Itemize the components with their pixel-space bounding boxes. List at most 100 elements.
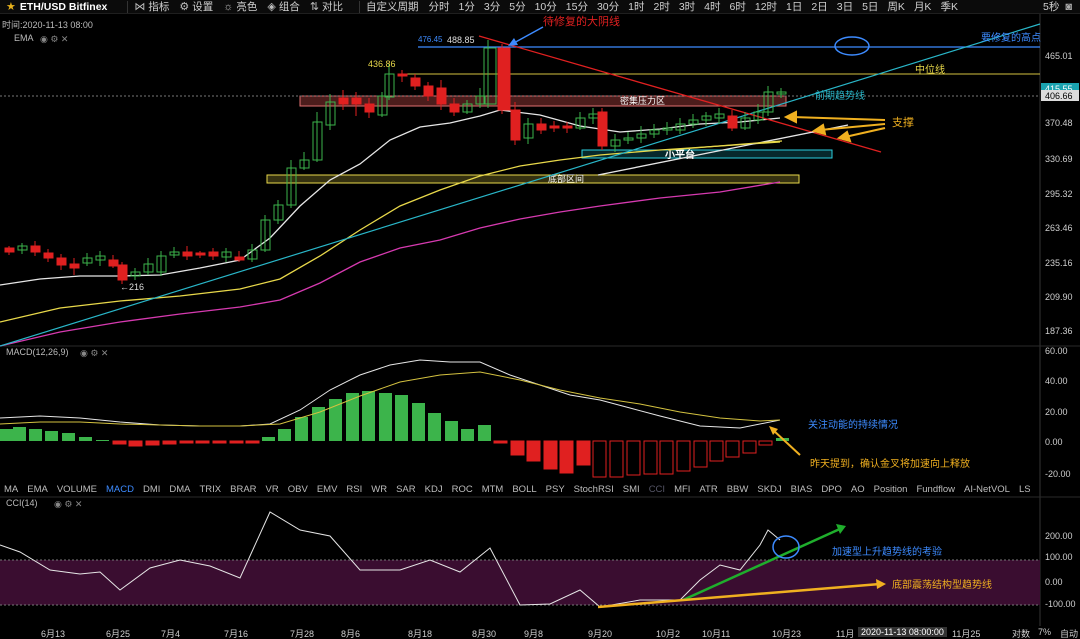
tab-ema[interactable]: EMA xyxy=(27,483,48,495)
candle xyxy=(462,103,473,113)
tab-atr[interactable]: ATR xyxy=(699,483,718,495)
candle xyxy=(662,127,673,131)
tab-sar[interactable]: SAR xyxy=(396,483,416,495)
period-3[interactable]: 5分 xyxy=(509,0,526,13)
candle xyxy=(623,137,634,141)
tab-mtm[interactable]: MTM xyxy=(481,483,504,495)
x-tick-6: 8月18 xyxy=(408,629,433,639)
tab-fundflow[interactable]: Fundflow xyxy=(916,483,956,495)
macd-bar xyxy=(45,431,58,441)
camera-icon[interactable]: ◙ xyxy=(1065,0,1072,13)
tab-bias[interactable]: BIAS xyxy=(790,483,813,495)
period-16[interactable]: 5日 xyxy=(862,0,879,13)
tab-roc[interactable]: ROC xyxy=(451,483,473,495)
period-8[interactable]: 2时 xyxy=(653,0,670,13)
tab-ao[interactable]: AO xyxy=(850,483,865,495)
tab-ma[interactable]: MA xyxy=(4,483,19,495)
tab-dpo[interactable]: DPO xyxy=(821,483,842,495)
x-axis: 6月13 6月25 7月4 7月16 7月28 8月6 8月18 8月30 9月8 9月20 10月… xyxy=(0,626,1080,639)
indicator-tabs: MA EMA VOLUME MACD DMI DMA TRIX BRAR VR OBV EMV RSI… xyxy=(0,481,1030,497)
combo-button[interactable]: ◈ 组合 xyxy=(267,0,299,14)
gear-icon: ⚙ xyxy=(179,1,190,13)
tab-dmi[interactable]: DMI xyxy=(142,483,161,495)
candle xyxy=(423,85,434,97)
tab-trix[interactable]: TRIX xyxy=(199,483,222,495)
tab-bbw[interactable]: BBW xyxy=(726,483,749,495)
tab-lsur[interactable]: LSUR xyxy=(1018,483,1030,495)
tab-boll[interactable]: BOLL xyxy=(512,483,537,495)
refresh-interval[interactable]: 5秒 xyxy=(1043,0,1060,13)
macd-bar xyxy=(626,440,641,476)
tab-dma[interactable]: DMA xyxy=(169,483,191,495)
tab-kdj[interactable]: KDJ xyxy=(424,483,443,495)
tab-stochrsi[interactable]: StochRSI xyxy=(573,483,614,495)
tab-volume[interactable]: VOLUME xyxy=(56,483,97,495)
period-11[interactable]: 6时 xyxy=(729,0,746,13)
period-9[interactable]: 3时 xyxy=(678,0,696,13)
macd-bar xyxy=(643,440,658,475)
tab-position[interactable]: Position xyxy=(873,483,908,495)
indicator-icon: ⋈ xyxy=(134,1,146,13)
yMacd-tick-4: -20.00 xyxy=(1045,469,1071,479)
compare-button[interactable]: ⇅ 对比 xyxy=(310,0,343,14)
macd-bar xyxy=(379,393,392,441)
yMacd-tick-0: 60.00 xyxy=(1045,346,1068,356)
period-12[interactable]: 12时 xyxy=(754,0,778,13)
tab-psy[interactable]: PSY xyxy=(545,483,565,495)
period-13[interactable]: 1日 xyxy=(786,0,803,13)
cci-y-axis: 200.00 100.00 0.00 -100.00 xyxy=(1045,531,1076,609)
custom-period-button[interactable]: 自定义周期 xyxy=(366,0,419,13)
theme-button[interactable]: ☼ 亮色 xyxy=(223,0,257,13)
tab-skdj[interactable]: SKDJ xyxy=(757,483,782,495)
tab-macd[interactable]: MACD xyxy=(105,483,134,495)
period-0[interactable]: 分时 xyxy=(428,0,450,13)
candle xyxy=(776,91,787,95)
chart-area[interactable]: 时间:2020-11-13 08:00 EMA ◉ ⚙ ✕ 465.01 406.… xyxy=(0,14,1080,626)
tab-vr[interactable]: VR xyxy=(265,483,279,495)
star-icon[interactable]: ★ xyxy=(6,1,16,13)
candlestick-series xyxy=(4,40,787,284)
tab-rsi[interactable]: RSI xyxy=(346,483,363,495)
candle xyxy=(740,117,751,129)
period-4[interactable]: 10分 xyxy=(534,0,557,13)
tab-brar[interactable]: BRAR xyxy=(230,483,257,495)
tab-wr[interactable]: WR xyxy=(371,483,388,495)
period-2[interactable]: 3分 xyxy=(483,0,501,13)
period-1[interactable]: 1分 xyxy=(458,0,475,13)
top-toolbar: ★ ETH/USD Bitfinex ⋈ 指标 ⚙ 设置 ☼ 亮色 ◈ 组合 ⇅ 对比 自… xyxy=(0,0,1080,14)
macd-bar xyxy=(329,399,342,441)
period-14[interactable]: 2日 xyxy=(811,0,828,13)
period-19[interactable]: 季K xyxy=(940,0,958,13)
tab-mfi[interactable]: MFI xyxy=(674,483,691,495)
macd-controls-icon[interactable]: ◉ ⚙ ✕ xyxy=(80,348,108,358)
period-17[interactable]: 周K xyxy=(887,0,905,13)
macd-bar xyxy=(445,421,458,441)
period-7[interactable]: 1时 xyxy=(628,0,645,13)
tab-cci[interactable]: CCI xyxy=(648,483,666,495)
period-5[interactable]: 15分 xyxy=(565,0,588,13)
period-15[interactable]: 3日 xyxy=(836,0,854,13)
main-indicator-name: EMA xyxy=(14,33,34,43)
tab-obv[interactable]: OBV xyxy=(287,483,308,495)
cci-title: CCI(14) xyxy=(6,498,38,508)
candle xyxy=(325,101,336,126)
x-tick-12: 10月23 xyxy=(772,629,802,639)
tab-emv[interactable]: EMV xyxy=(316,483,338,495)
eye-icon[interactable]: ◉ ⚙ ✕ xyxy=(40,34,68,44)
period-18[interactable]: 月K xyxy=(913,0,932,13)
candle xyxy=(636,133,647,139)
period-10[interactable]: 4时 xyxy=(704,0,721,13)
period-6[interactable]: 30分 xyxy=(596,0,620,13)
macd-bar xyxy=(709,440,724,462)
cci-controls-icon[interactable]: ◉ ⚙ ✕ xyxy=(54,499,82,509)
tab-ai-netvol[interactable]: AI-NetVOL xyxy=(964,483,1010,495)
yCci-tick-2: 0.00 xyxy=(1045,577,1063,587)
macd-bar xyxy=(758,440,773,446)
compare-label: 对比 xyxy=(322,0,344,13)
tab-smi[interactable]: SMI xyxy=(622,483,640,495)
macd-bar xyxy=(145,440,160,446)
settings-button[interactable]: ⚙ 设置 xyxy=(179,0,213,14)
cci-note-1: 加速型上升趋势线的考验 xyxy=(832,545,942,558)
indicator-button[interactable]: ⋈ 指标 xyxy=(134,0,169,14)
yMacd-tick-2: 20.00 xyxy=(1045,407,1068,417)
